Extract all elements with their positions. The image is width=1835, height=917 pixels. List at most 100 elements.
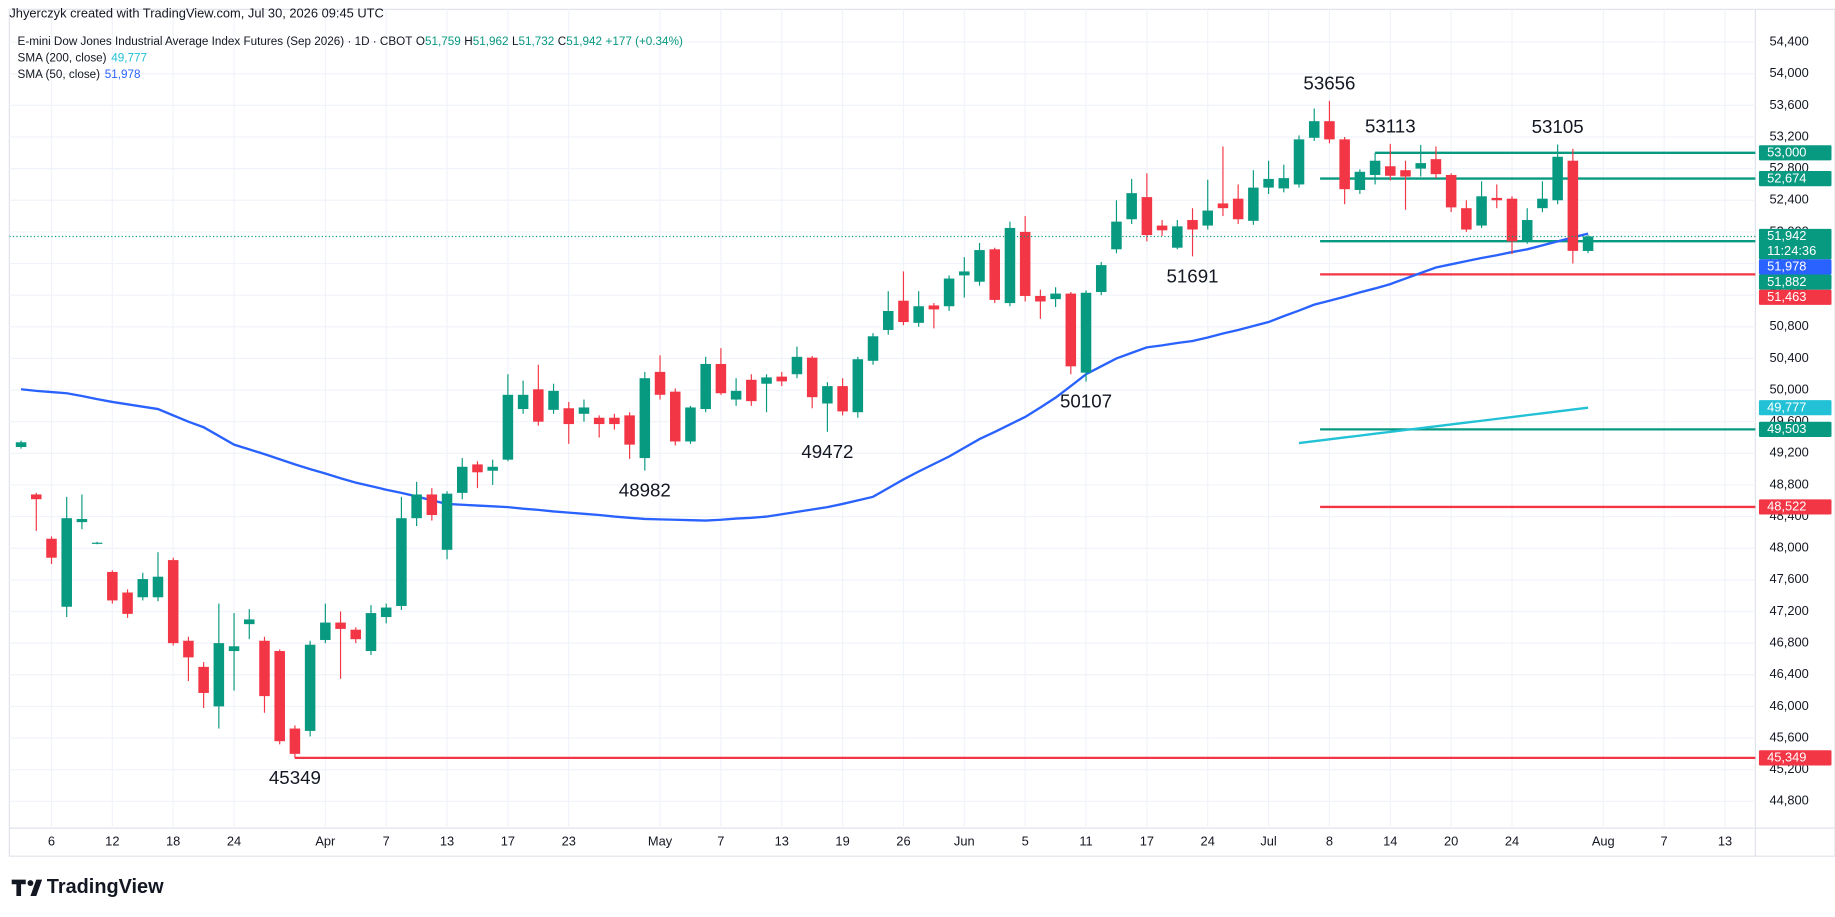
- candle-body: [472, 464, 483, 473]
- candle-body: [167, 560, 179, 644]
- candle-body: [913, 306, 924, 323]
- candle-body: [289, 728, 301, 754]
- plot-area: 53656 53113 53105 51691 50107 49472 48982 45349: [9, 73, 1756, 788]
- candle-body: [943, 278, 955, 307]
- x-tick-label: Jun: [954, 834, 975, 849]
- candle-body: [1415, 163, 1426, 169]
- candle-body: [1080, 292, 1092, 373]
- candle-body: [852, 359, 864, 413]
- candle-body: [1582, 236, 1594, 251]
- candle-body: [456, 466, 468, 493]
- price-badge-label: 51,463: [1767, 289, 1806, 304]
- x-tick-label: 17: [1140, 834, 1154, 849]
- candle-body: [320, 622, 331, 640]
- candle-body: [1172, 226, 1183, 248]
- y-tick-label: 54,400: [1769, 33, 1808, 48]
- candle-body: [1263, 178, 1274, 188]
- candle-body: [487, 466, 498, 471]
- x-tick-label: May: [648, 834, 673, 849]
- candle-body: [183, 640, 194, 658]
- candle-body: [1126, 193, 1137, 220]
- change: +177 (+0.34%): [606, 35, 683, 48]
- x-tick-label: Apr: [315, 834, 336, 849]
- price-badge: [1758, 289, 1832, 305]
- candle-body: [578, 407, 590, 414]
- price-badge-label: 51,942: [1767, 228, 1806, 243]
- legend-name: SMA (50, close): [18, 68, 101, 81]
- candle-body: [1278, 178, 1290, 189]
- candle-body: [61, 518, 72, 607]
- x-tick-label: 24: [227, 834, 241, 849]
- ohlc-value: 51,732: [519, 35, 555, 48]
- x-tick-label: 7: [383, 834, 390, 849]
- legend-sma50: SMA (50, close) 51,978: [18, 68, 141, 81]
- logo-dot: [27, 880, 34, 887]
- candle-body: [1308, 121, 1320, 138]
- candle-body: [441, 493, 453, 550]
- candle-body: [411, 494, 422, 519]
- candle-body: [1050, 293, 1061, 300]
- annotation: 53105: [1532, 116, 1584, 137]
- x-tick-label: 5: [1022, 834, 1029, 849]
- price-badge: [1758, 750, 1832, 766]
- candle-body: [974, 250, 985, 282]
- y-tick-label: 50,000: [1769, 381, 1808, 396]
- candle-body: [669, 391, 681, 442]
- candle-body: [1567, 160, 1579, 251]
- candle-body: [107, 571, 118, 601]
- x-tick-label: Aug: [1592, 834, 1615, 849]
- candle-body: [822, 386, 833, 404]
- y-tick-label: 47,200: [1769, 603, 1808, 618]
- candle-body: [365, 613, 377, 652]
- candle-body: [137, 579, 149, 598]
- x-tick-label: 6: [48, 834, 55, 849]
- candle-body: [259, 640, 270, 697]
- candle-body: [31, 494, 42, 500]
- candle-body: [624, 415, 635, 445]
- candle-body: [1354, 171, 1366, 190]
- price-badge: [1758, 170, 1832, 187]
- y-tick-label: 45,600: [1769, 729, 1808, 744]
- logo-mark: [11, 879, 43, 896]
- y-tick-label: 50,400: [1769, 350, 1808, 365]
- price-badge-label: 49,503: [1767, 421, 1806, 436]
- price-badge: [1758, 400, 1832, 416]
- ohlc-value: 51,962: [473, 35, 509, 48]
- y-tick-label: 50,800: [1769, 318, 1808, 333]
- candle-body: [1521, 220, 1533, 241]
- price-badge-label: 45,349: [1767, 750, 1806, 765]
- candle-body: [517, 394, 529, 410]
- candle-body: [1461, 208, 1472, 230]
- candle-body: [304, 644, 316, 731]
- candle-body: [806, 357, 818, 398]
- candle-body: [198, 666, 209, 693]
- grid: [9, 9, 1756, 829]
- candle-body: [1004, 227, 1016, 304]
- candle-body: [380, 607, 392, 618]
- candle-body: [1369, 160, 1381, 175]
- candle-body: [426, 494, 438, 516]
- candle-body: [746, 379, 757, 402]
- ohlc-value: 51,942: [566, 35, 602, 48]
- candle-body: [1385, 166, 1396, 176]
- candle-body: [15, 442, 27, 448]
- y-tick-label: 47,600: [1769, 571, 1808, 586]
- candle-body: [593, 417, 605, 425]
- candle-body: [837, 386, 848, 412]
- axes: 44,80045,20045,60046,00046,40046,80047,2…: [48, 33, 1832, 849]
- candle-body: [274, 651, 285, 742]
- annotation: 50107: [1060, 391, 1112, 412]
- candle-body: [1187, 220, 1198, 230]
- y-tick-label: 52,400: [1769, 192, 1808, 207]
- annotation: 48982: [619, 480, 671, 501]
- candle-body: [1202, 210, 1213, 226]
- candle-body: [563, 408, 575, 425]
- price-badge: [1758, 499, 1832, 515]
- price-badge-label: 48,522: [1767, 499, 1806, 514]
- candle-body: [1065, 293, 1077, 367]
- annotation: 53113: [1365, 115, 1416, 136]
- legend-symbol: E-mini Dow Jones Industrial Average Inde…: [18, 35, 683, 48]
- sma-line: [1298, 406, 1589, 445]
- y-tick-label: 53,200: [1769, 128, 1808, 143]
